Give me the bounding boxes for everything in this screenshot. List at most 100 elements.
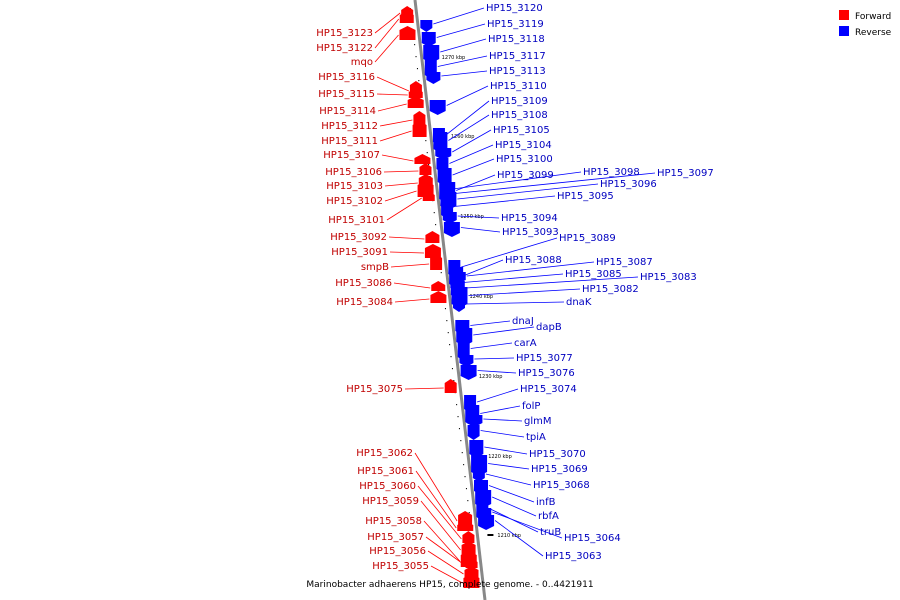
- reverse-gene-label: HP15_3110: [490, 81, 547, 92]
- axis-dot: [416, 68, 418, 70]
- forward-gene-feature: [461, 541, 476, 555]
- forward-connector: [377, 103, 407, 112]
- reverse-gene-feature: [443, 222, 460, 237]
- reverse-connector: [465, 276, 639, 289]
- forward-connector: [415, 470, 457, 529]
- reverse-connector: [464, 259, 504, 276]
- axis-dot: [433, 212, 435, 214]
- reverse-connector: [465, 301, 565, 305]
- reverse-connector: [466, 261, 595, 277]
- forward-gene-feature: [424, 244, 441, 258]
- forward-gene-label: HP15_3055: [372, 561, 429, 572]
- reverse-connector: [492, 496, 537, 517]
- forward-connector: [430, 565, 463, 584]
- reverse-connector: [448, 114, 490, 141]
- reverse-connector: [494, 520, 544, 557]
- axis-dot: [426, 152, 428, 154]
- axis-dot: [461, 452, 463, 454]
- forward-gene-label: HP15_3112: [321, 121, 378, 132]
- forward-gene-label: HP15_3058: [365, 516, 422, 527]
- legend-reverse-swatch: [839, 26, 849, 36]
- reverse-gene-feature: [466, 415, 483, 427]
- reverse-gene-feature: [421, 32, 436, 47]
- reverse-gene-label: carA: [514, 338, 537, 349]
- axis-dot: [444, 308, 446, 310]
- reverse-gene-feature: [453, 300, 465, 312]
- reverse-connector: [452, 158, 495, 176]
- reverse-connector: [445, 100, 490, 136]
- reverse-gene-label: HP15_3069: [531, 464, 588, 475]
- label-connectors: [374, 7, 656, 584]
- reverse-gene-label: HP15_3117: [489, 51, 546, 62]
- reverse-gene-label: HP15_3096: [600, 179, 657, 190]
- forward-gene-feature: [399, 26, 416, 40]
- reverse-connector: [456, 174, 496, 191]
- reverse-connector: [485, 473, 532, 486]
- forward-gene-feature: [457, 521, 474, 531]
- forward-gene-feature: [419, 163, 432, 175]
- forward-gene-feature: [463, 574, 480, 588]
- forward-gene-feature: [444, 379, 457, 393]
- axis-dot: [428, 164, 430, 166]
- forward-gene-label: HP15_3062: [356, 448, 413, 459]
- forward-gene-feature: [414, 154, 431, 164]
- axis-dot: [456, 404, 458, 406]
- reverse-connector: [446, 85, 489, 106]
- forward-connector: [389, 251, 424, 254]
- forward-gene-feature: [430, 291, 447, 303]
- forward-connector: [386, 197, 422, 221]
- axis-dot: [451, 368, 453, 370]
- reverse-gene-label: HP15_3104: [495, 140, 552, 151]
- reverse-gene-label: dnaJ: [512, 316, 534, 327]
- reverse-gene-feature: [442, 212, 457, 224]
- forward-gene-label: HP15_3122: [316, 43, 373, 54]
- scale-tick-label: 1260 kbp: [451, 134, 475, 140]
- forward-gene-feature: [408, 88, 423, 98]
- forward-connector: [420, 500, 461, 551]
- forward-connector: [417, 485, 462, 540]
- reverse-connector: [463, 273, 564, 283]
- reverse-connector: [488, 463, 530, 470]
- reverse-gene-label: rbfA: [538, 511, 559, 522]
- forward-gene-label: mqo: [351, 57, 373, 68]
- reverse-connector: [441, 70, 488, 77]
- reverse-gene-label: HP15_3093: [502, 227, 559, 238]
- forward-gene-label: HP15_3107: [323, 150, 380, 161]
- axis-dot: [440, 272, 442, 274]
- reverse-gene-label: HP15_3098: [583, 167, 640, 178]
- reverse-connector: [457, 183, 599, 200]
- reverse-connector: [457, 215, 500, 219]
- reverse-gene-feature: [467, 425, 480, 440]
- axis-dot: [447, 332, 449, 334]
- reverse-gene-label: HP15_3063: [545, 551, 602, 562]
- axis-dot: [435, 224, 437, 226]
- reverse-gene-label: truB: [540, 527, 561, 538]
- forward-connector: [383, 170, 419, 173]
- forward-connector: [384, 182, 418, 187]
- reverse-gene-feature: [478, 515, 495, 530]
- reverse-gene-label: HP15_3074: [520, 384, 577, 395]
- reverse-gene-label: HP15_3119: [487, 19, 544, 30]
- reverse-gene-label: HP15_3118: [488, 34, 545, 45]
- reverse-gene-label: dapB: [536, 322, 562, 333]
- reverse-gene-feature: [437, 168, 452, 186]
- forward-gene-label: HP15_3075: [346, 384, 403, 395]
- forward-connector: [423, 520, 461, 562]
- gene-features: [399, 6, 495, 588]
- forward-gene-feature: [425, 231, 440, 243]
- forward-connector: [390, 263, 430, 268]
- reverse-gene-label: HP15_3070: [529, 449, 586, 460]
- forward-gene-label: smpB: [361, 262, 389, 273]
- forward-connector: [414, 452, 458, 522]
- scale-tick-label: 1240 kbp: [470, 294, 494, 300]
- forward-gene-label: HP15_3103: [326, 181, 383, 192]
- reverse-gene-label: HP15_3089: [559, 233, 616, 244]
- reverse-connector: [433, 7, 485, 25]
- forward-connector: [379, 130, 412, 142]
- reverse-gene-label: HP15_3068: [533, 480, 590, 491]
- forward-gene-label: HP15_3111: [321, 136, 378, 147]
- forward-connector: [384, 190, 417, 202]
- forward-connector: [425, 536, 465, 566]
- axis-dot: [464, 476, 466, 478]
- reverse-gene-feature: [420, 20, 433, 32]
